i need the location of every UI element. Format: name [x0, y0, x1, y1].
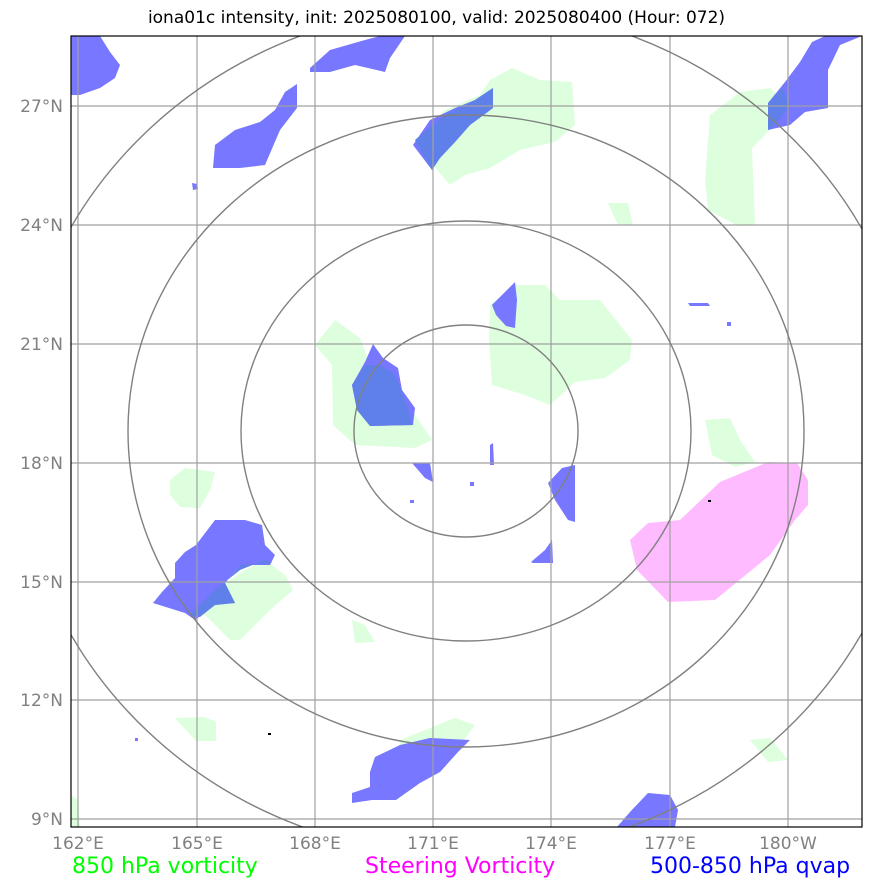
map-title: iona01c intensity, init: 2025080100, val… [147, 8, 726, 28]
map-frame [70, 35, 863, 828]
data-speck [268, 733, 271, 735]
range-ring [127, 114, 805, 748]
longitude-tick-label: 162°E [52, 834, 104, 854]
legend-qvap-500-850: 500-850 hPa qvap [650, 854, 851, 879]
longitude-labels: 162°E 165°E 168°E 171°E 174°E 177°E 180°W [52, 834, 817, 854]
legend-steering-vorticity: Steering Vorticity [365, 854, 556, 879]
steering-vorticity-fill [630, 462, 808, 602]
range-ring [240, 220, 692, 642]
latitude-tick-label: 24°N [20, 216, 63, 236]
latitude-tick-label: 27°N [20, 97, 63, 117]
latitude-tick-label: 9°N [31, 810, 63, 830]
range-ring [353, 324, 579, 538]
data-speck [708, 500, 711, 502]
legend-vorticity-850: 850 hPa vorticity [72, 854, 258, 879]
latitude-labels: 27°N 24°N 21°N 18°N 15°N 12°N 9°N [20, 97, 63, 830]
latitude-tick-label: 18°N [20, 454, 63, 474]
longitude-tick-label: 165°E [171, 834, 223, 854]
graticule [71, 36, 862, 827]
longitude-tick-label: 168°E [289, 834, 341, 854]
latitude-tick-label: 12°N [20, 691, 63, 711]
latitude-tick-label: 15°N [20, 573, 63, 593]
longitude-tick-label: 171°E [407, 834, 459, 854]
longitude-tick-label: 180°W [759, 834, 817, 854]
range-rings [71, 36, 862, 827]
longitude-tick-label: 177°E [644, 834, 696, 854]
longitude-tick-label: 174°E [525, 834, 577, 854]
vorticity-850-fill [71, 68, 790, 827]
latitude-tick-label: 21°N [20, 335, 63, 355]
